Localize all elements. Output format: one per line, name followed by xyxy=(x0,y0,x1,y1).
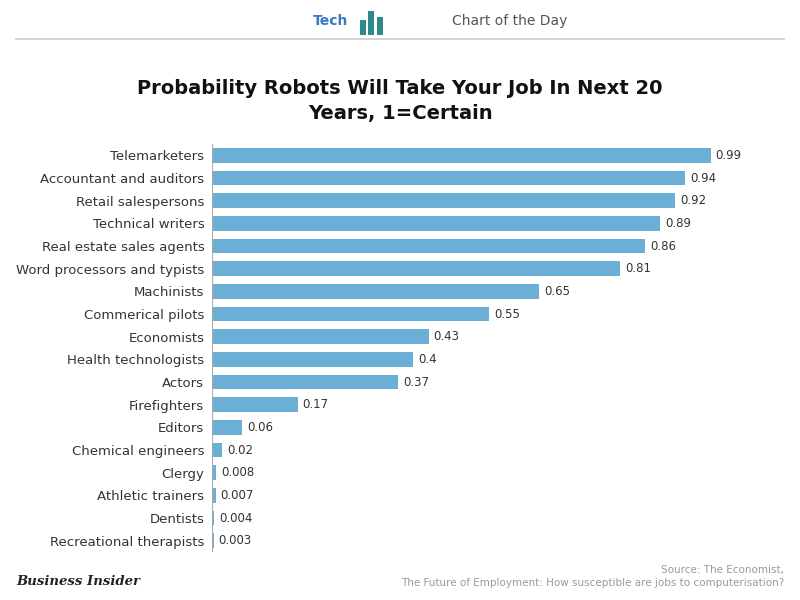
Text: 0.17: 0.17 xyxy=(302,398,329,411)
Bar xyxy=(212,170,686,185)
Bar xyxy=(212,443,222,457)
Bar xyxy=(212,262,620,276)
Bar xyxy=(212,420,242,434)
Text: 0.007: 0.007 xyxy=(221,489,254,502)
Text: 0.65: 0.65 xyxy=(545,285,570,298)
Bar xyxy=(212,533,214,548)
Bar xyxy=(212,239,645,253)
Bar xyxy=(368,11,374,35)
Text: 0.4: 0.4 xyxy=(418,353,437,366)
Text: 0.43: 0.43 xyxy=(434,330,460,343)
Text: 0.86: 0.86 xyxy=(650,239,676,253)
Text: 0.37: 0.37 xyxy=(403,376,430,389)
Text: 0.06: 0.06 xyxy=(247,421,274,434)
Text: 0.55: 0.55 xyxy=(494,308,520,320)
Bar xyxy=(212,329,429,344)
Bar xyxy=(212,307,489,322)
Text: 0.92: 0.92 xyxy=(681,194,706,207)
Bar xyxy=(212,374,398,389)
Text: 0.02: 0.02 xyxy=(227,443,253,457)
Text: 0.94: 0.94 xyxy=(690,172,717,185)
Text: 0.99: 0.99 xyxy=(716,149,742,162)
Bar xyxy=(377,17,382,35)
Text: 0.008: 0.008 xyxy=(221,466,254,479)
Bar xyxy=(212,352,414,367)
Text: Tech: Tech xyxy=(313,14,348,28)
Bar xyxy=(360,20,366,35)
Text: Chart of the Day: Chart of the Day xyxy=(452,14,567,28)
Bar xyxy=(212,284,539,299)
Text: 0.89: 0.89 xyxy=(666,217,691,230)
Bar xyxy=(212,193,675,208)
Bar xyxy=(212,148,710,163)
Bar xyxy=(212,397,298,412)
Text: 0.004: 0.004 xyxy=(219,511,253,524)
Bar xyxy=(212,511,214,526)
Text: 0.81: 0.81 xyxy=(625,262,651,275)
Text: 0.003: 0.003 xyxy=(218,534,252,547)
Text: Business Insider: Business Insider xyxy=(16,575,140,588)
Text: Source: The Economist,
The Future of Employment: How susceptible are jobs to com: Source: The Economist, The Future of Emp… xyxy=(401,565,784,588)
Bar xyxy=(212,488,215,503)
Bar xyxy=(212,466,216,480)
Text: Probability Robots Will Take Your Job In Next 20
Years, 1=Certain: Probability Robots Will Take Your Job In… xyxy=(138,79,662,123)
Bar xyxy=(212,216,660,231)
